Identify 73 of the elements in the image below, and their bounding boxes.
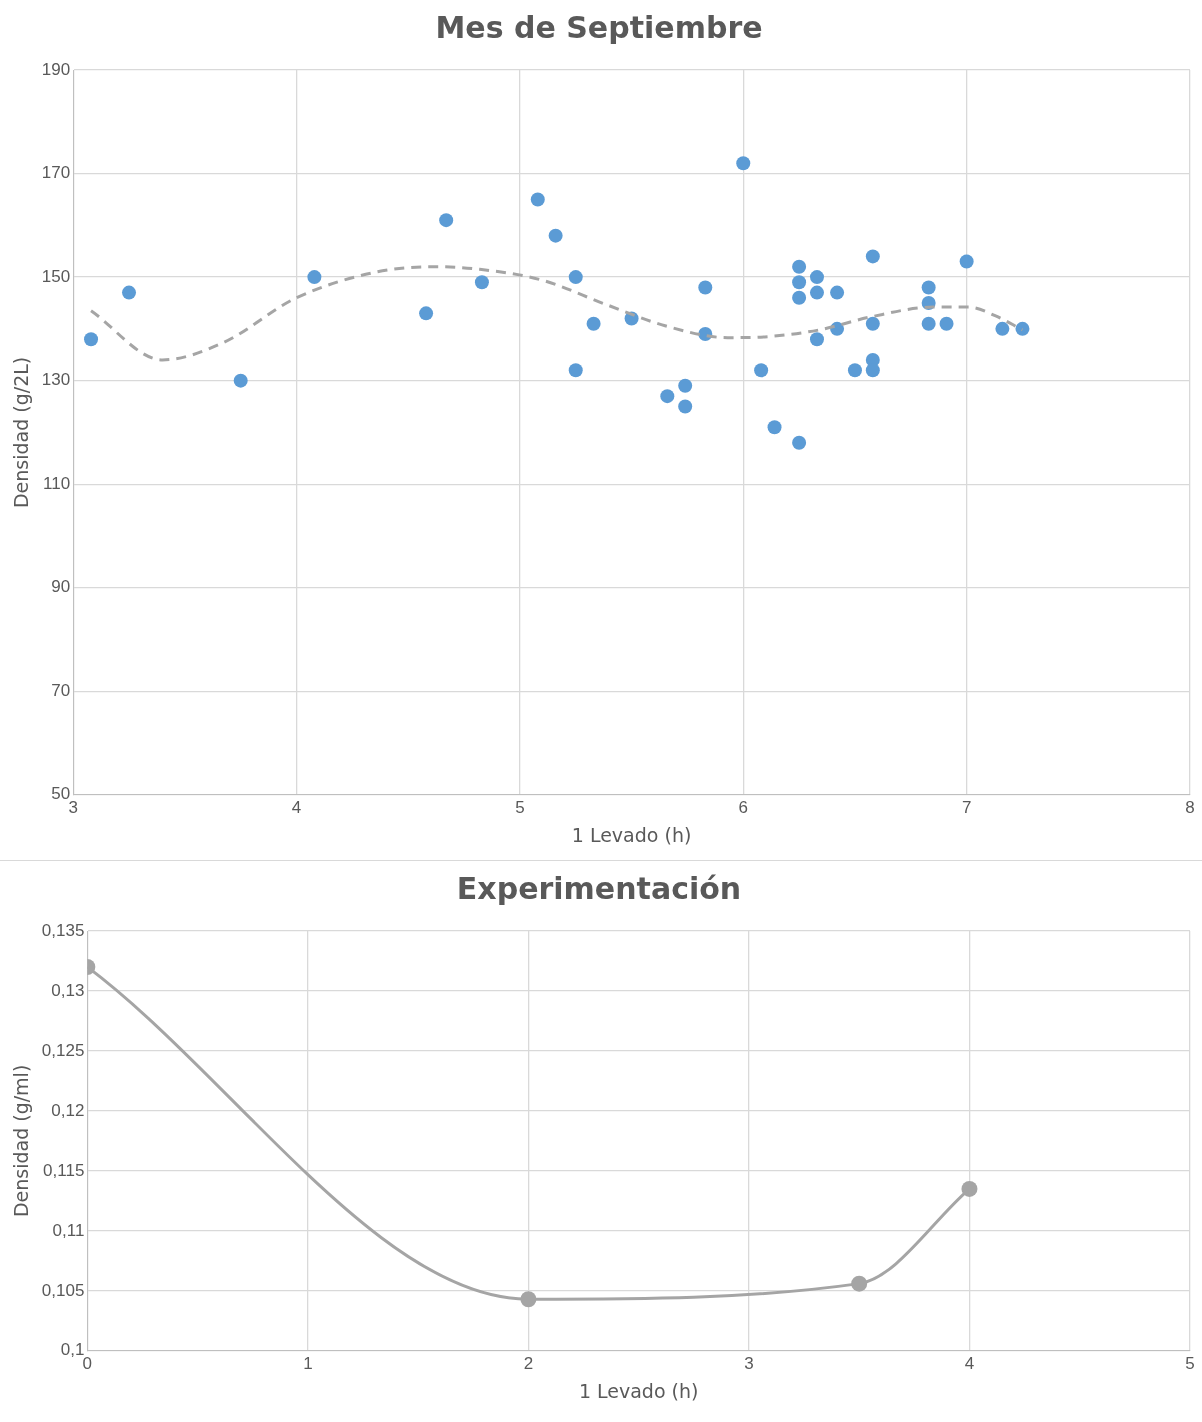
point [1015,321,1030,336]
x-tick-label: 8 [1185,797,1195,817]
y-tick-label: 130 [41,370,71,390]
x-tick-label: 5 [1185,1353,1195,1373]
x-tick-label: 7 [961,797,972,817]
point [767,420,782,435]
y-tick-label: 0,11 [52,1220,85,1240]
x-axis-title: 1 Levado (h) [571,823,692,846]
y-axis-title: Densidad (g/2L) [10,356,33,509]
x-tick-label: 1 [303,1353,313,1373]
y-tick-label: 0,105 [41,1280,85,1300]
chart-title: Experimentación [456,870,742,906]
point [961,1180,978,1197]
point [809,285,824,300]
y-tick-label: 90 [51,577,71,597]
y-tick-label: 150 [41,266,71,286]
point [419,306,434,321]
x-tick-label: 3 [68,797,78,817]
point [959,254,974,269]
point [568,270,583,285]
point [233,373,248,388]
point [792,435,807,450]
y-tick-label: 170 [41,163,71,183]
point [530,192,545,207]
point [865,249,880,264]
y-tick-label: 0,135 [41,920,85,940]
point [678,399,693,414]
x-tick-label: 5 [515,797,525,817]
point [995,321,1010,336]
y-tick-label: 0,1 [60,1340,85,1360]
point [809,332,824,347]
point [865,363,880,378]
point [847,363,862,378]
point [921,280,936,295]
y-tick-label: 190 [41,59,71,79]
x-tick-label: 0 [82,1353,93,1373]
chart-title: Mes de Septiembre [435,9,763,45]
point [586,316,601,331]
y-tick-label: 70 [51,680,71,700]
point [809,270,824,285]
y-axis-title: Densidad (g/ml) [10,1064,33,1218]
x-tick-label: 6 [738,797,748,817]
point [568,363,583,378]
x-axis-title: 1 Levado (h) [578,1379,699,1402]
point [660,389,675,404]
y-tick-label: 0,125 [41,1040,85,1060]
y-tick-label: 0,13 [51,980,85,1000]
point [939,316,954,331]
point [851,1275,868,1292]
point [792,259,807,274]
y-tick-label: 110 [43,473,71,493]
point [830,285,845,300]
point [792,275,807,290]
point [548,228,563,243]
point [439,213,454,228]
point [698,280,713,295]
point [921,316,936,331]
point [307,270,322,285]
x-tick-label: 4 [964,1353,975,1373]
point [792,290,807,305]
point [736,156,751,171]
point [474,275,489,290]
point [865,316,880,331]
y-tick-label: 0,115 [43,1160,85,1180]
point [754,363,769,378]
x-tick-label: 4 [291,797,302,817]
point [122,285,137,300]
x-tick-label: 2 [523,1353,534,1373]
x-tick-label: 3 [744,1353,754,1373]
point [84,332,99,347]
point [520,1291,537,1308]
point [678,378,693,393]
y-tick-label: 0,12 [51,1100,85,1120]
